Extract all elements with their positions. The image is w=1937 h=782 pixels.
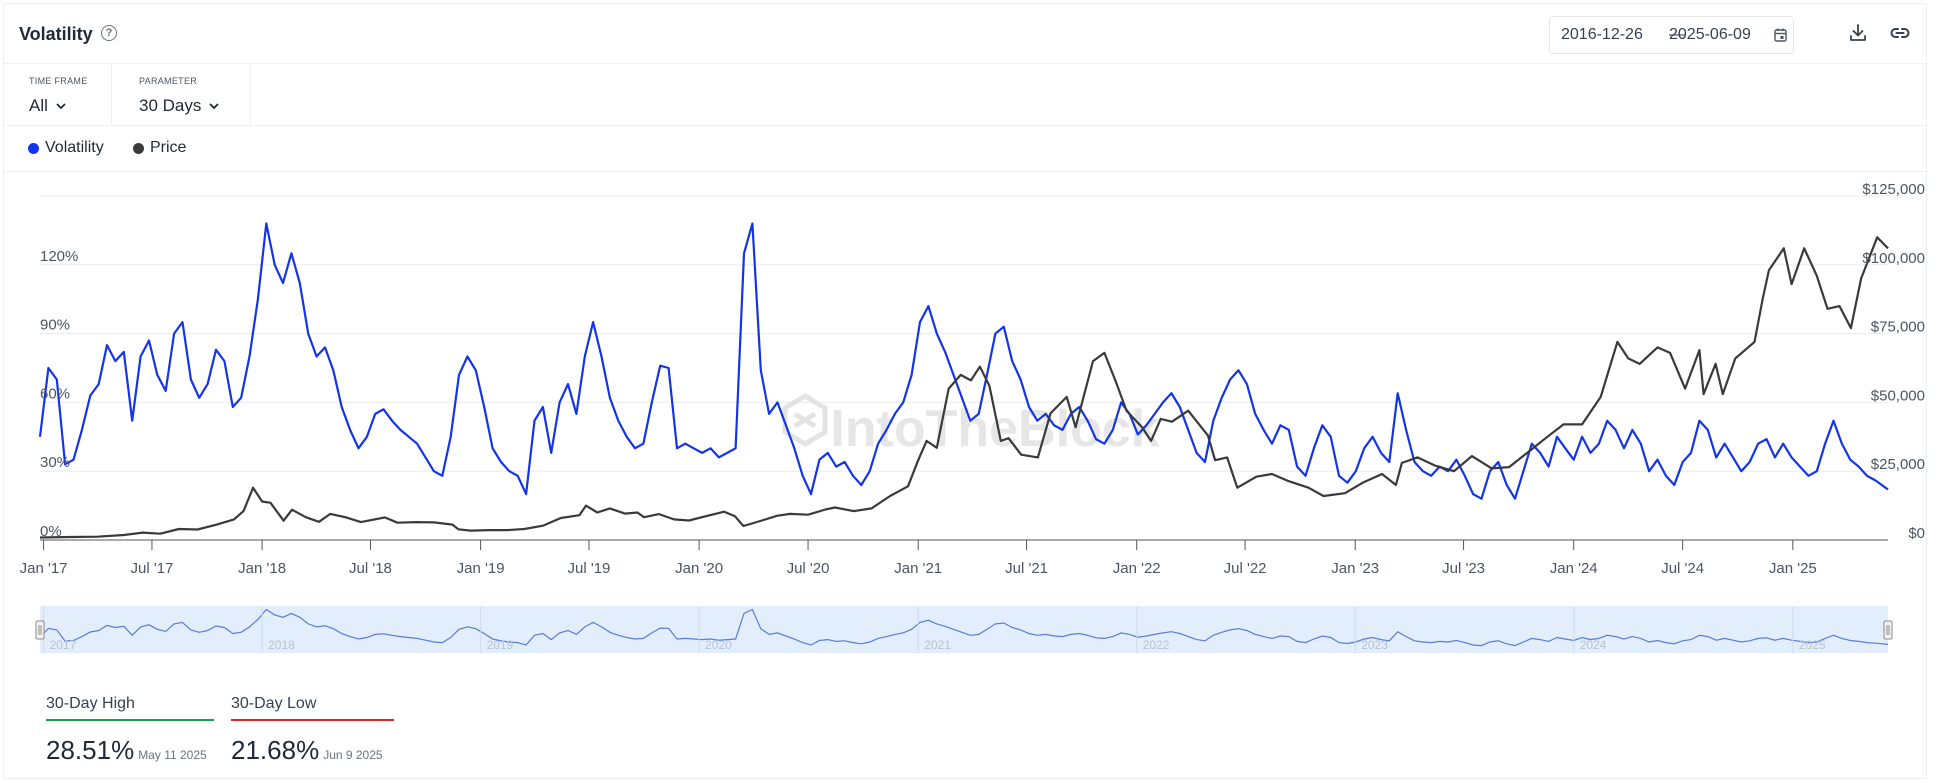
stat-high-value-row: 28.51% May 11 2025: [46, 735, 207, 766]
chart-series: [38, 222, 1889, 539]
timeframe-filter[interactable]: TIME FRAME All: [4, 64, 112, 126]
range-navigator[interactable]: 2017 2018 2019 2020 2021 2022 2023 2024 2025: [35, 606, 1893, 653]
navigator-handle-right[interactable]: [1883, 620, 1893, 640]
x-tick-label: Jul '22: [1224, 560, 1267, 577]
navigator-series: [39, 608, 1889, 647]
y-right-tick-label: $50,000: [1871, 387, 1925, 404]
stat-low: 30-Day Low 21.68% Jun 9 2025: [231, 695, 394, 765]
stat-high: 30-Day High 28.51% May 11 2025: [46, 695, 214, 765]
question-circle-icon[interactable]: ?: [101, 25, 117, 41]
chart-axis-labels: $0 $25,000 $50,000 $75,000 $100,000 $125,000 0…: [20, 181, 1925, 577]
x-tick-label: Jan '23: [1331, 560, 1379, 577]
parameter-filter[interactable]: PARAMETER 30 Days: [112, 64, 251, 126]
navigator-label: 2021: [924, 638, 951, 652]
navigator-label: 2023: [1361, 638, 1388, 652]
series-line-price: [39, 236, 1889, 539]
card-header: Volatility ? 2016-12-26 — 2025-06-09: [4, 4, 1928, 64]
x-tick-label: Jul '23: [1442, 560, 1485, 577]
y-right-tick-label: $0: [1908, 525, 1925, 542]
stat-high-label: 30-Day High: [46, 695, 214, 721]
y-right-tick-label: $25,000: [1871, 456, 1925, 473]
x-tick-label: Jul '18: [349, 560, 392, 577]
legend-label-volatility: Volatility: [45, 139, 104, 156]
watermark-logo: [782, 393, 828, 447]
stat-low-value: 21.68%: [231, 735, 320, 765]
download-icon[interactable]: [1847, 22, 1869, 44]
stat-low-value-row: 21.68% Jun 9 2025: [231, 735, 383, 766]
x-tick-label: Jul '21: [1005, 560, 1048, 577]
stat-low-date: Jun 9 2025: [323, 748, 383, 762]
link-icon[interactable]: [1889, 22, 1911, 44]
x-tick-label: Jan '25: [1769, 560, 1817, 577]
x-tick-label: Jul '24: [1661, 560, 1704, 577]
legend-label-price: Price: [150, 139, 187, 156]
x-tick-label: Jul '20: [787, 560, 830, 577]
stat-high-value: 28.51%: [46, 735, 135, 765]
y-left-tick-label: 90%: [40, 317, 70, 334]
navigator-label: 2017: [50, 638, 77, 652]
filter-bar: TIME FRAME All PARAMETER 30 Days: [4, 64, 1928, 126]
volatility-card: Volatility ? 2016-12-26 — 2025-06-09: [3, 3, 1928, 779]
y-left-tick-label: 0%: [40, 523, 62, 540]
stat-high-date: May 11 2025: [138, 748, 207, 762]
legend-dot-price: [133, 142, 144, 154]
x-tick-label: Jan '17: [20, 560, 68, 577]
navigator-label: 2019: [487, 638, 514, 652]
y-left-tick-label: 30%: [40, 454, 70, 471]
parameter-select[interactable]: 30 Days: [139, 96, 220, 116]
legend-dot-volatility: [28, 142, 39, 154]
y-right-tick-label: $100,000: [1862, 250, 1925, 267]
y-right-tick-label: $125,000: [1862, 181, 1925, 198]
y-left-tick-label: 120%: [40, 248, 78, 265]
x-tick-label: Jan '22: [1113, 560, 1161, 577]
date-start-input[interactable]: 2016-12-26: [1561, 26, 1643, 43]
legend-item-volatility[interactable]: Volatility: [28, 139, 104, 157]
x-tick-label: Jan '19: [457, 560, 505, 577]
x-tick-label: Jan '20: [675, 560, 723, 577]
timeframe-value: All: [29, 96, 48, 115]
date-end-input[interactable]: 2025-06-09: [1669, 26, 1751, 43]
x-tick-label: Jul '17: [131, 560, 174, 577]
stat-low-label: 30-Day Low: [231, 695, 394, 721]
x-tick-label: Jan '24: [1550, 560, 1598, 577]
navigator-label: 2020: [705, 638, 732, 652]
page-title: Volatility: [19, 24, 93, 44]
timeframe-label: TIME FRAME: [29, 76, 88, 86]
navigator-label: 2022: [1143, 638, 1170, 652]
volatility-chart: IntoTheBlock 2017 2018 2019 2020 2021 2022 202…: [20, 181, 1925, 653]
navigator-handle-left[interactable]: [35, 620, 45, 640]
series-line-volatility: [38, 222, 1889, 500]
chart-legend: Volatility Price: [4, 126, 1928, 172]
navigator-selection[interactable]: [40, 606, 1888, 653]
navigator-label: 2025: [1799, 638, 1826, 652]
chevron-down-icon: [209, 103, 219, 110]
y-left-tick-label: 60%: [40, 385, 70, 402]
date-separator: —: [1669, 26, 1685, 43]
parameter-value: 30 Days: [139, 96, 202, 115]
chart-grid: [40, 195, 1888, 550]
legend-item-price[interactable]: Price: [133, 139, 186, 157]
timeframe-select[interactable]: All: [29, 96, 67, 116]
x-tick-label: Jan '21: [894, 560, 942, 577]
date-range-picker[interactable]: 2016-12-26 — 2025-06-09: [1549, 16, 1794, 54]
navigator-label: 2024: [1580, 638, 1607, 652]
x-tick-label: Jan '18: [238, 560, 286, 577]
y-right-tick-label: $75,000: [1871, 319, 1925, 336]
navigator-label: 2018: [268, 638, 295, 652]
x-tick-label: Jul '19: [568, 560, 611, 577]
calendar-icon[interactable]: [1774, 28, 1787, 42]
parameter-label: PARAMETER: [139, 76, 198, 86]
chevron-down-icon: [56, 103, 66, 110]
